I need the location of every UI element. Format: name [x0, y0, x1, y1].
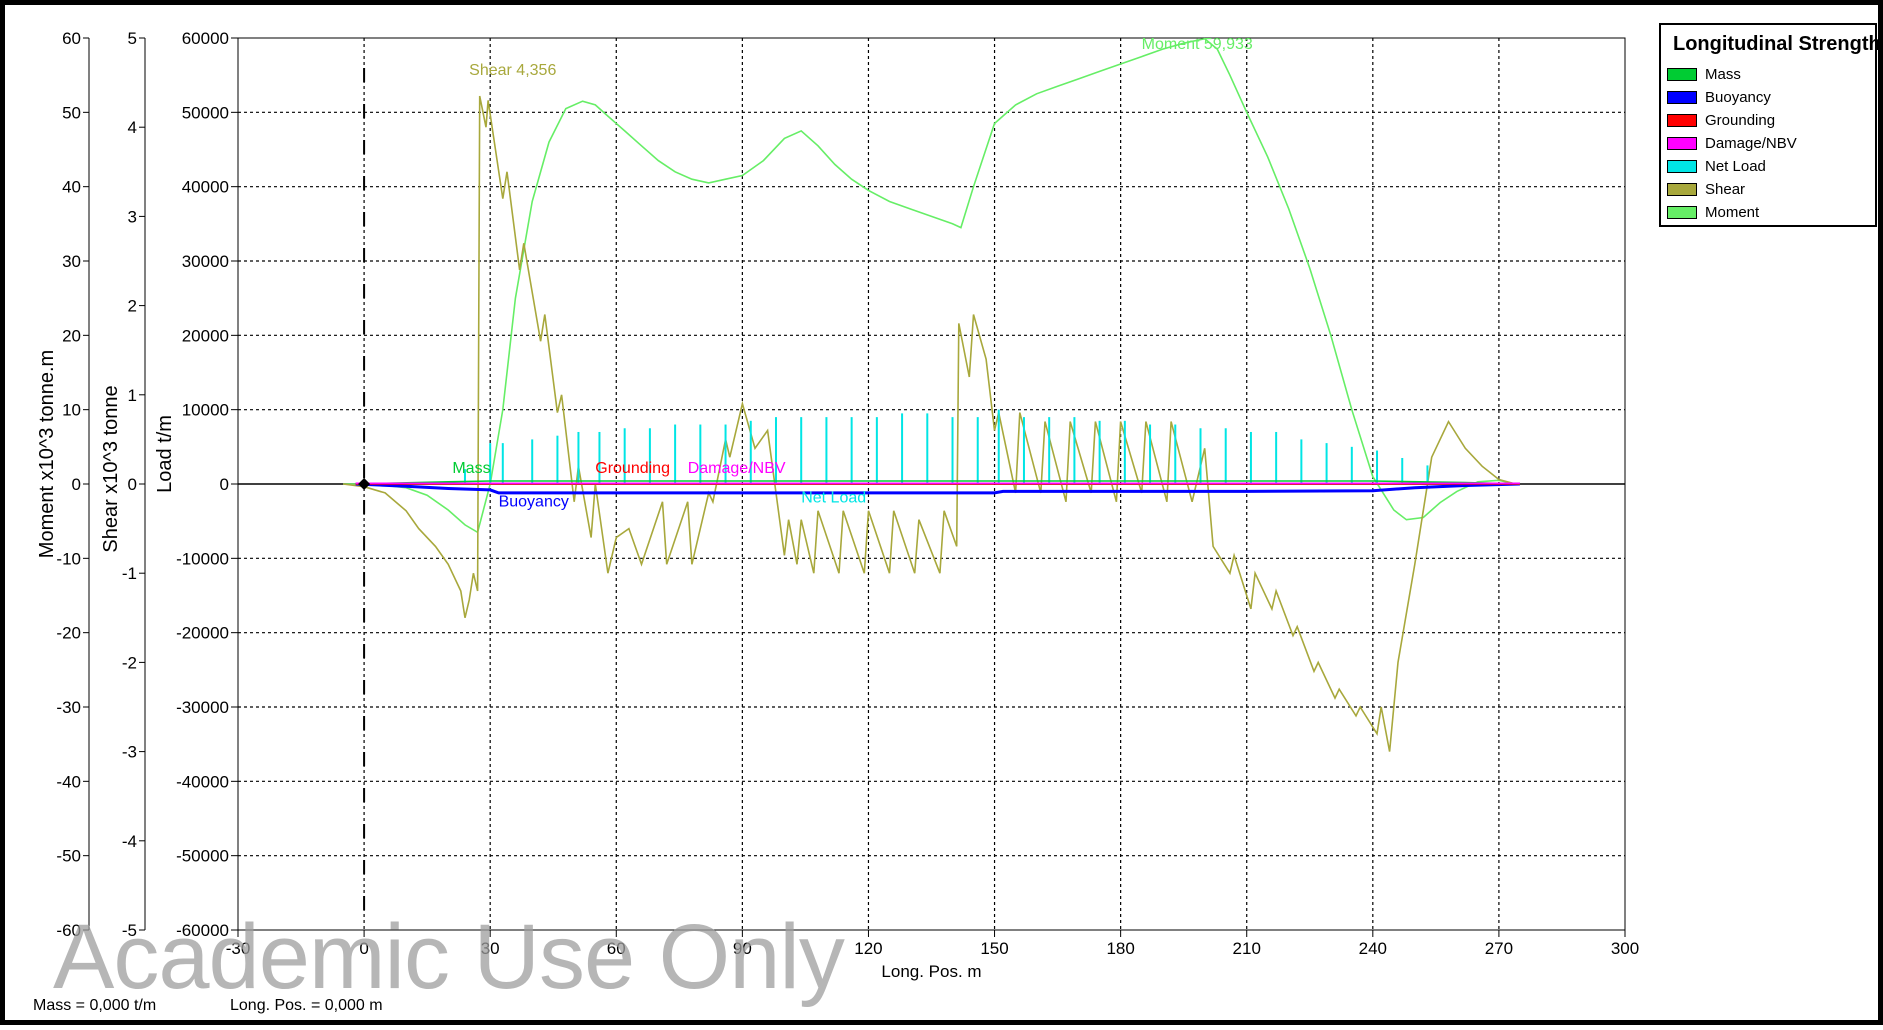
status-long-pos-readout: Long. Pos. = 0,000 m	[230, 997, 383, 1014]
shear-axis-tick-label: 1	[128, 386, 137, 405]
watermark-text: Academic Use Only	[53, 906, 845, 1008]
load-axis-tick-label: -20000	[176, 624, 229, 643]
shear-axis-tick-label: -5	[122, 921, 137, 940]
legend-item: Net Load	[1667, 155, 1766, 177]
status-mass-readout: Mass = 0,000 t/m	[33, 997, 157, 1014]
x-tick-label: 210	[1233, 939, 1261, 958]
mass-series-line	[355, 480, 1520, 485]
legend-label: Damage/NBV	[1705, 134, 1797, 152]
series-annotation: Buoyancy	[499, 493, 569, 510]
legend-label: Net Load	[1705, 157, 1766, 175]
x-tick-label: 180	[1106, 939, 1134, 958]
x-tick-label: 150	[980, 939, 1008, 958]
shear-axis-title: Shear x10^3 tonne	[100, 385, 122, 552]
shear-axis-tick-label: 3	[128, 207, 137, 226]
load-axis-tick-label: -10000	[176, 549, 229, 568]
moment-axis-tick-label: -10	[56, 549, 81, 568]
legend-swatch	[1667, 205, 1697, 219]
chart-legend: Longitudinal Strength Mass Buoyancy Ground…	[1659, 23, 1881, 227]
legend-swatch	[1667, 113, 1697, 127]
x-tick-label: -30	[226, 939, 251, 958]
shear-axis-tick-label: 0	[128, 475, 137, 494]
shear-axis-tick-label: 4	[128, 118, 137, 137]
origin-marker	[358, 478, 371, 490]
series-annotation: Moment 59,933	[1142, 36, 1253, 53]
series-annotation: Damage/NBV	[688, 460, 786, 477]
legend-label: Moment	[1705, 203, 1760, 221]
shear-axis-tick-label: -4	[122, 832, 137, 851]
legend-title: Longitudinal Strength	[1673, 33, 1881, 55]
legend-swatch	[1667, 67, 1697, 81]
load-axis-tick-label: 20000	[182, 326, 229, 345]
legend-item: Mass	[1667, 63, 1741, 85]
moment-axis-tick-label: 20	[62, 326, 81, 345]
legend-label: Shear	[1705, 180, 1746, 198]
legend-label: Grounding	[1705, 111, 1776, 129]
load-axis-tick-label: -40000	[176, 772, 229, 791]
legend-swatch	[1667, 90, 1697, 104]
moment-axis-tick-label: -60	[56, 921, 81, 940]
legend-label: Mass	[1705, 65, 1741, 83]
shear-axis-tick-label: -2	[122, 653, 137, 672]
moment-series-line	[343, 37, 1516, 534]
moment-axis-tick-label: 30	[62, 252, 81, 271]
legend-item: Shear	[1667, 178, 1745, 200]
load-axis-tick-label: 50000	[182, 103, 229, 122]
buoyancy-series-line	[355, 482, 1520, 495]
load-axis-title: Load t/m	[154, 415, 176, 493]
legend-swatch	[1667, 136, 1697, 150]
series-annotation: Grounding	[595, 460, 670, 477]
moment-axis-tick-label: -50	[56, 847, 81, 866]
moment-axis-tick-label: 10	[62, 401, 81, 420]
moment-axis-tick-label: -40	[56, 772, 81, 791]
x-tick-label: 240	[1359, 939, 1387, 958]
shear-series-line	[342, 95, 1516, 752]
x-tick-label: 300	[1611, 939, 1639, 958]
x-tick-label: 90	[733, 939, 752, 958]
x-tick-label: 0	[359, 939, 368, 958]
x-tick-label: 270	[1485, 939, 1513, 958]
shear-axis-tick-label: 5	[128, 29, 137, 48]
legend-swatch	[1667, 159, 1697, 173]
legend-label: Buoyancy	[1705, 88, 1771, 106]
moment-axis-title: Moment x10^3 tonne.m	[36, 350, 58, 558]
series-annotation: Net Load	[801, 490, 866, 507]
legend-item: Damage/NBV	[1667, 132, 1797, 154]
legend-swatch	[1667, 182, 1697, 196]
legend-item: Moment	[1667, 201, 1759, 223]
load-axis-tick-label: 10000	[182, 401, 229, 420]
x-tick-label: 30	[481, 939, 500, 958]
legend-item: Grounding	[1667, 109, 1775, 131]
load-axis-tick-label: -50000	[176, 847, 229, 866]
load-axis-tick-label: 0	[220, 475, 229, 494]
load-axis-tick-label: 60000	[182, 29, 229, 48]
moment-axis-tick-label: -30	[56, 698, 81, 717]
series-annotation: Mass	[452, 460, 490, 477]
shear-axis-tick-label: -1	[122, 564, 137, 583]
legend-item: Buoyancy	[1667, 86, 1771, 108]
moment-axis-tick-label: 40	[62, 178, 81, 197]
x-axis-title: Long. Pos. m	[881, 962, 981, 981]
moment-axis-tick-label: 0	[72, 475, 81, 494]
load-axis-tick-label: 30000	[182, 252, 229, 271]
chart-svg: -30 0 30 60 90 120 150 180 210 240 270 300600005000…	[36, 29, 1639, 981]
x-tick-label: 60	[607, 939, 626, 958]
series-annotation: Shear 4,356	[469, 62, 556, 79]
load-axis-tick-label: -60000	[176, 921, 229, 940]
moment-axis-tick-label: 50	[62, 103, 81, 122]
shear-axis-tick-label: -3	[122, 743, 137, 762]
shear-axis-tick-label: 2	[128, 297, 137, 316]
load-axis-tick-label: 40000	[182, 178, 229, 197]
load-axis-tick-label: -30000	[176, 698, 229, 717]
x-tick-label: 120	[854, 939, 882, 958]
moment-axis-tick-label: -20	[56, 624, 81, 643]
moment-axis-tick-label: 60	[62, 29, 81, 48]
